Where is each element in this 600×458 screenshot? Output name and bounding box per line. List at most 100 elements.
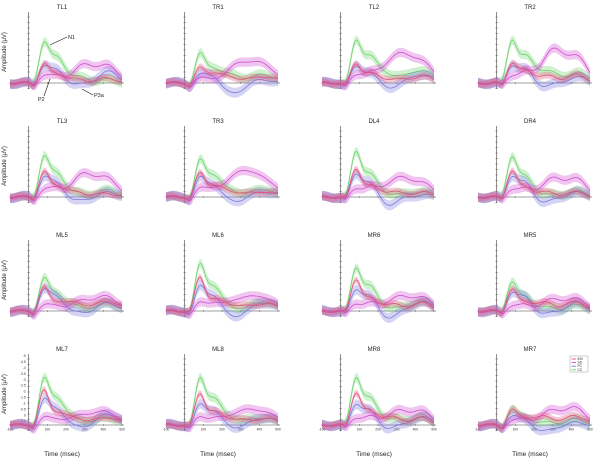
- x-tick-label: -100: [163, 428, 170, 432]
- panel-tl1: TL1 Amplitude (μV) N1 P2 P3a: [2, 5, 124, 103]
- y-axis-label: Amplitude (μV): [2, 260, 8, 300]
- band-fc: [478, 61, 590, 92]
- band-ss: [166, 291, 278, 319]
- legend-label: CC: [578, 368, 583, 372]
- panel-tr1: TR1: [165, 5, 280, 98]
- panel-title: MR6: [368, 233, 381, 239]
- x-axis-label: Time (msec): [356, 451, 392, 458]
- x-tick-label: 500: [431, 428, 437, 432]
- band-cc: [322, 35, 434, 89]
- x-tick-label: 100: [513, 428, 519, 432]
- y-tick-label: 0: [24, 413, 26, 417]
- panel-tr3: TR3: [165, 119, 280, 207]
- series-line-inv: [9, 389, 123, 428]
- band-ss: [166, 404, 278, 433]
- panel-tl3: TL3 Amplitude (μV): [2, 119, 124, 206]
- band-inv: [478, 405, 590, 432]
- panel-title: ML8: [212, 347, 224, 353]
- y-tick-label: -4: [23, 366, 26, 370]
- band-cc: [10, 37, 122, 89]
- series-line-inv: [321, 279, 435, 313]
- x-tick-label: 200: [219, 428, 225, 432]
- series-line-inv: [165, 171, 279, 200]
- panel-ml5: ML5 Amplitude (μV): [2, 233, 124, 320]
- panel-title: TL3: [57, 119, 68, 125]
- band-fc: [478, 410, 590, 436]
- y-axis-label: Amplitude (μV): [2, 146, 8, 186]
- panel-title: ML6: [212, 233, 224, 239]
- x-axis-label: Time (msec): [200, 451, 236, 458]
- series-line-inv: [165, 66, 279, 87]
- series-line-inv: [321, 168, 435, 199]
- x-tick-label: 0: [496, 428, 498, 432]
- panel-title: DR4: [524, 119, 537, 125]
- series-line-ss: [321, 51, 435, 86]
- band-inv: [478, 285, 590, 317]
- x-tick-label: 0: [28, 428, 30, 432]
- series-line-ss: [165, 408, 279, 429]
- series-line-ss: [321, 175, 435, 200]
- band-inv: [322, 165, 434, 202]
- x-tick-label: 100: [357, 428, 363, 432]
- x-tick-label: 0: [340, 428, 342, 432]
- x-tick-label: -100: [475, 428, 482, 432]
- band-ss: [322, 171, 434, 204]
- band-inv: [166, 168, 278, 203]
- series-line-inv: [9, 63, 123, 86]
- x-tick-label: 400: [257, 428, 263, 432]
- panel-title: MR7: [524, 347, 537, 353]
- series-line-ss: [165, 295, 279, 315]
- band-cc: [322, 146, 434, 203]
- annotation-arrow: [43, 78, 51, 97]
- series-line-inv: [165, 393, 279, 427]
- band-fc: [166, 68, 278, 98]
- series-line-inv: [9, 170, 123, 201]
- x-tick-label: 100: [201, 428, 207, 432]
- panel-dl4: DL4: [321, 119, 436, 211]
- series-line-ss: [477, 47, 591, 86]
- panel-tr2: TR2: [477, 5, 592, 92]
- band-cc: [322, 263, 434, 317]
- panel-title: ML5: [56, 233, 68, 239]
- annotation-p2: P2: [38, 97, 45, 103]
- band-cc: [10, 151, 122, 203]
- x-tick-label: 400: [101, 428, 107, 432]
- band-cc: [166, 258, 278, 317]
- legend-box: [569, 355, 589, 373]
- band-cc: [478, 277, 590, 317]
- series-line-ss: [321, 408, 435, 428]
- series-line-ss: [9, 410, 123, 430]
- series-line-ss: [477, 406, 591, 430]
- series-line-ss: [477, 296, 591, 315]
- band-cc: [322, 372, 434, 431]
- legend-label: FC: [578, 364, 583, 368]
- series-line-inv: [477, 288, 591, 314]
- series-line-inv: [166, 276, 279, 313]
- x-tick-label: 300: [238, 428, 244, 432]
- x-tick-label: 200: [63, 428, 69, 432]
- band-fc: [322, 399, 434, 434]
- panel-tl2: TL2: [321, 5, 436, 94]
- panel-mr8: MR8 -100 0 100 200 300 400 500 Time (msec): [319, 347, 437, 458]
- panel-title: MR8: [368, 347, 381, 353]
- panel-ml8: ML8 -100 0 100 200 300 400 500 Time (msec): [163, 347, 281, 458]
- series-line-ss: [165, 60, 279, 89]
- band-ss: [10, 290, 122, 320]
- band-cc: [10, 272, 122, 318]
- panel-title: TL1: [57, 5, 68, 11]
- x-axis-label: Time (msec): [512, 451, 548, 458]
- band-fc: [10, 171, 122, 205]
- band-cc: [478, 35, 590, 89]
- x-tick-label: 200: [531, 428, 537, 432]
- band-cc: [166, 154, 278, 204]
- panel-title: TR1: [212, 5, 224, 11]
- band-inv: [10, 60, 122, 90]
- band-inv: [478, 167, 590, 202]
- band-fc: [166, 280, 278, 322]
- x-tick-label: 500: [275, 428, 281, 432]
- panel-title: ML7: [56, 347, 68, 353]
- x-tick-label: 300: [550, 428, 556, 432]
- series-line-ss: [9, 295, 123, 316]
- panel-title: TR3: [212, 119, 224, 125]
- x-tick-label: 200: [375, 428, 381, 432]
